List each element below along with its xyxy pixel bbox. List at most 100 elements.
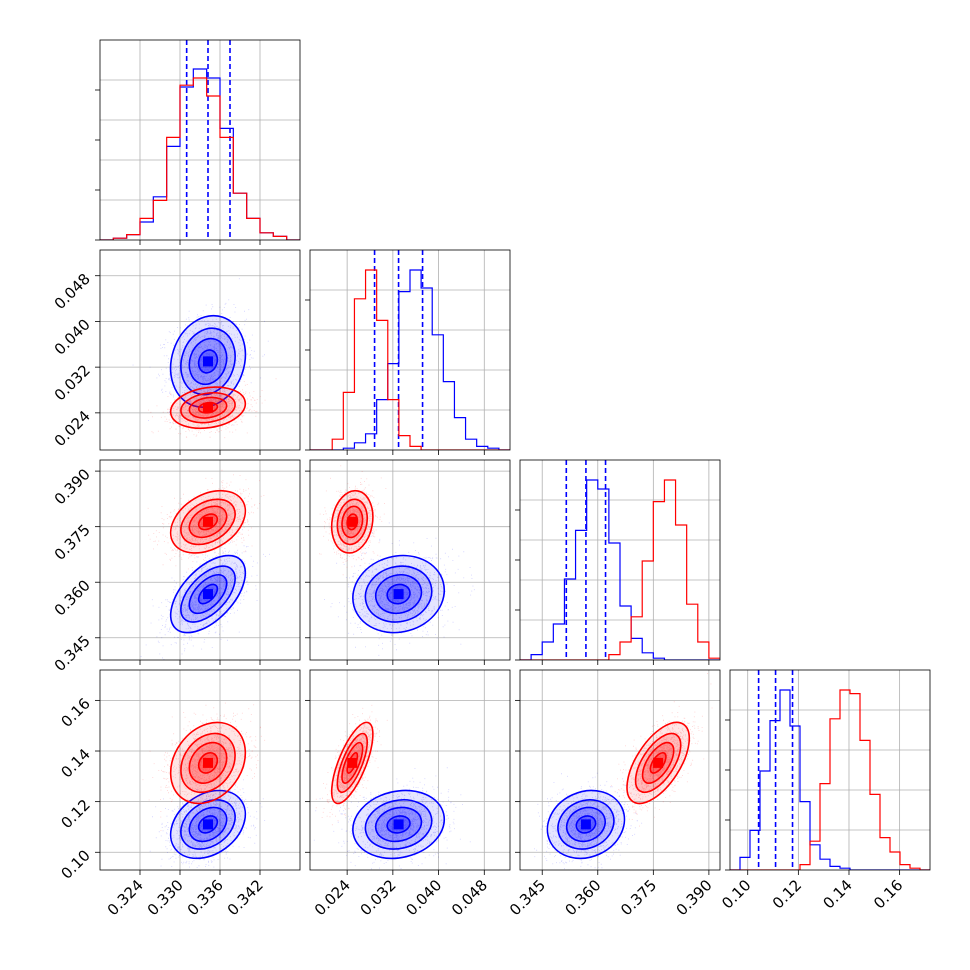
contour-0-3 [197, 349, 219, 374]
y-tick-label: 0.345 [51, 632, 94, 675]
scatter-points-1 [142, 702, 266, 843]
x-tick-label: 0.390 [673, 876, 716, 919]
scatter-points-0 [149, 767, 266, 870]
gridlines [100, 670, 300, 870]
contour-1-3 [197, 513, 219, 531]
contour-0-0 [546, 789, 626, 860]
x-tick-label: 0.360 [562, 876, 605, 919]
density-peak-0 [393, 819, 404, 830]
contour-0-2 [188, 574, 228, 615]
contour-1-3 [346, 513, 359, 531]
contour-1-2 [188, 396, 228, 419]
scatter-panel-2-0: 0.345 0.360 0.375 0.390 [51, 459, 301, 675]
y-tick-label: 0.390 [51, 465, 94, 508]
panel-frame [99, 249, 301, 451]
density-layer [142, 702, 266, 870]
contour-0-1 [180, 327, 236, 396]
density-peak-1 [203, 402, 213, 413]
density-peak-0 [393, 589, 404, 600]
histogram-series-1 [100, 77, 300, 240]
contour-0-2 [188, 337, 228, 386]
density-layer [132, 278, 277, 439]
contour-0-3 [386, 815, 411, 834]
density-peak-0 [203, 356, 213, 367]
density-layer [319, 465, 475, 656]
x-tick-label: 0.040 [402, 876, 445, 919]
x-tick-label: 0.12 [769, 876, 805, 912]
y-tick-label: 0.040 [51, 316, 94, 359]
panel-frame [309, 669, 511, 871]
panel-frame [99, 459, 301, 661]
contour-1-3 [649, 751, 667, 774]
density-peak-1 [347, 516, 358, 527]
histogram-panel-0 [95, 39, 301, 245]
contour-0-2 [188, 806, 228, 843]
contour-0-1 [364, 799, 433, 850]
x-tick-label: 0.330 [144, 876, 187, 919]
x-tick-label: 0.324 [104, 876, 147, 919]
contour-1-1 [180, 498, 236, 546]
contour-0-1 [557, 799, 615, 850]
contour-0-3 [197, 815, 219, 834]
contour-1-1 [634, 732, 682, 794]
y-tick-label: 0.048 [51, 270, 94, 313]
panel-frame [519, 459, 721, 661]
contour-1-3 [346, 751, 359, 774]
y-tick-label: 0.14 [57, 745, 93, 781]
y-tick-label: 0.375 [51, 521, 94, 564]
contour-1-2 [641, 741, 675, 784]
contour-1-1 [180, 732, 236, 794]
x-tick-label: 0.336 [184, 876, 227, 919]
x-tick-label: 0.14 [819, 876, 855, 912]
contour-1-1 [180, 391, 236, 424]
density-peak-0 [203, 589, 213, 600]
scatter-panel-3-1: 0.024 0.032 0.040 0.048 [305, 669, 511, 919]
panel-frame [729, 669, 931, 871]
y-tick-label: 0.360 [51, 576, 94, 619]
contour-1-0 [169, 721, 247, 805]
contour-1-2 [341, 505, 364, 539]
gridlines [100, 460, 300, 660]
y-tick-label: 0.024 [51, 407, 94, 450]
histogram-panel-3: 0.10 0.12 0.14 0.16 [718, 669, 931, 912]
contour-1-1 [336, 498, 369, 546]
contour-1-1 [336, 732, 369, 794]
density-peak-0 [580, 819, 591, 830]
gridlines [100, 250, 300, 450]
panel-frame [99, 39, 301, 241]
y-tick-label: 0.10 [57, 846, 93, 882]
contour-1-2 [188, 505, 228, 539]
contour-1-2 [341, 741, 364, 784]
gridlines [310, 460, 510, 660]
contour-1-0 [626, 721, 691, 805]
contour-0-3 [575, 815, 597, 834]
density-layer [534, 673, 713, 870]
contour-1-3 [197, 751, 219, 774]
contour-1-2 [188, 741, 228, 784]
scatter-panel-3-2: 0.345 0.360 0.375 0.390 [506, 669, 721, 919]
x-tick-label: 0.10 [718, 876, 754, 912]
histogram-series-0 [100, 68, 300, 240]
density-layer [140, 469, 270, 660]
x-tick-label: 0.345 [506, 876, 549, 919]
contour-0-1 [180, 799, 236, 850]
contour-0-0 [169, 554, 247, 634]
histogram-series-1 [520, 479, 720, 660]
gridlines [730, 670, 930, 870]
density-peak-0 [203, 819, 213, 830]
x-tick-label: 0.16 [870, 876, 906, 912]
contour-1-0 [169, 489, 247, 554]
x-tick-label: 0.024 [311, 876, 354, 919]
panel-frame [309, 249, 511, 451]
y-tick-label: 0.032 [51, 361, 94, 404]
histogram-series-1 [310, 269, 510, 450]
contour-1-3 [197, 401, 219, 414]
y-tick-label: 0.16 [57, 694, 93, 730]
x-tick-label: 0.375 [617, 876, 660, 919]
x-tick-label: 0.342 [224, 876, 267, 919]
contour-0-0 [169, 314, 247, 408]
density-peak-1 [203, 516, 213, 527]
histogram-series-0 [310, 269, 510, 450]
